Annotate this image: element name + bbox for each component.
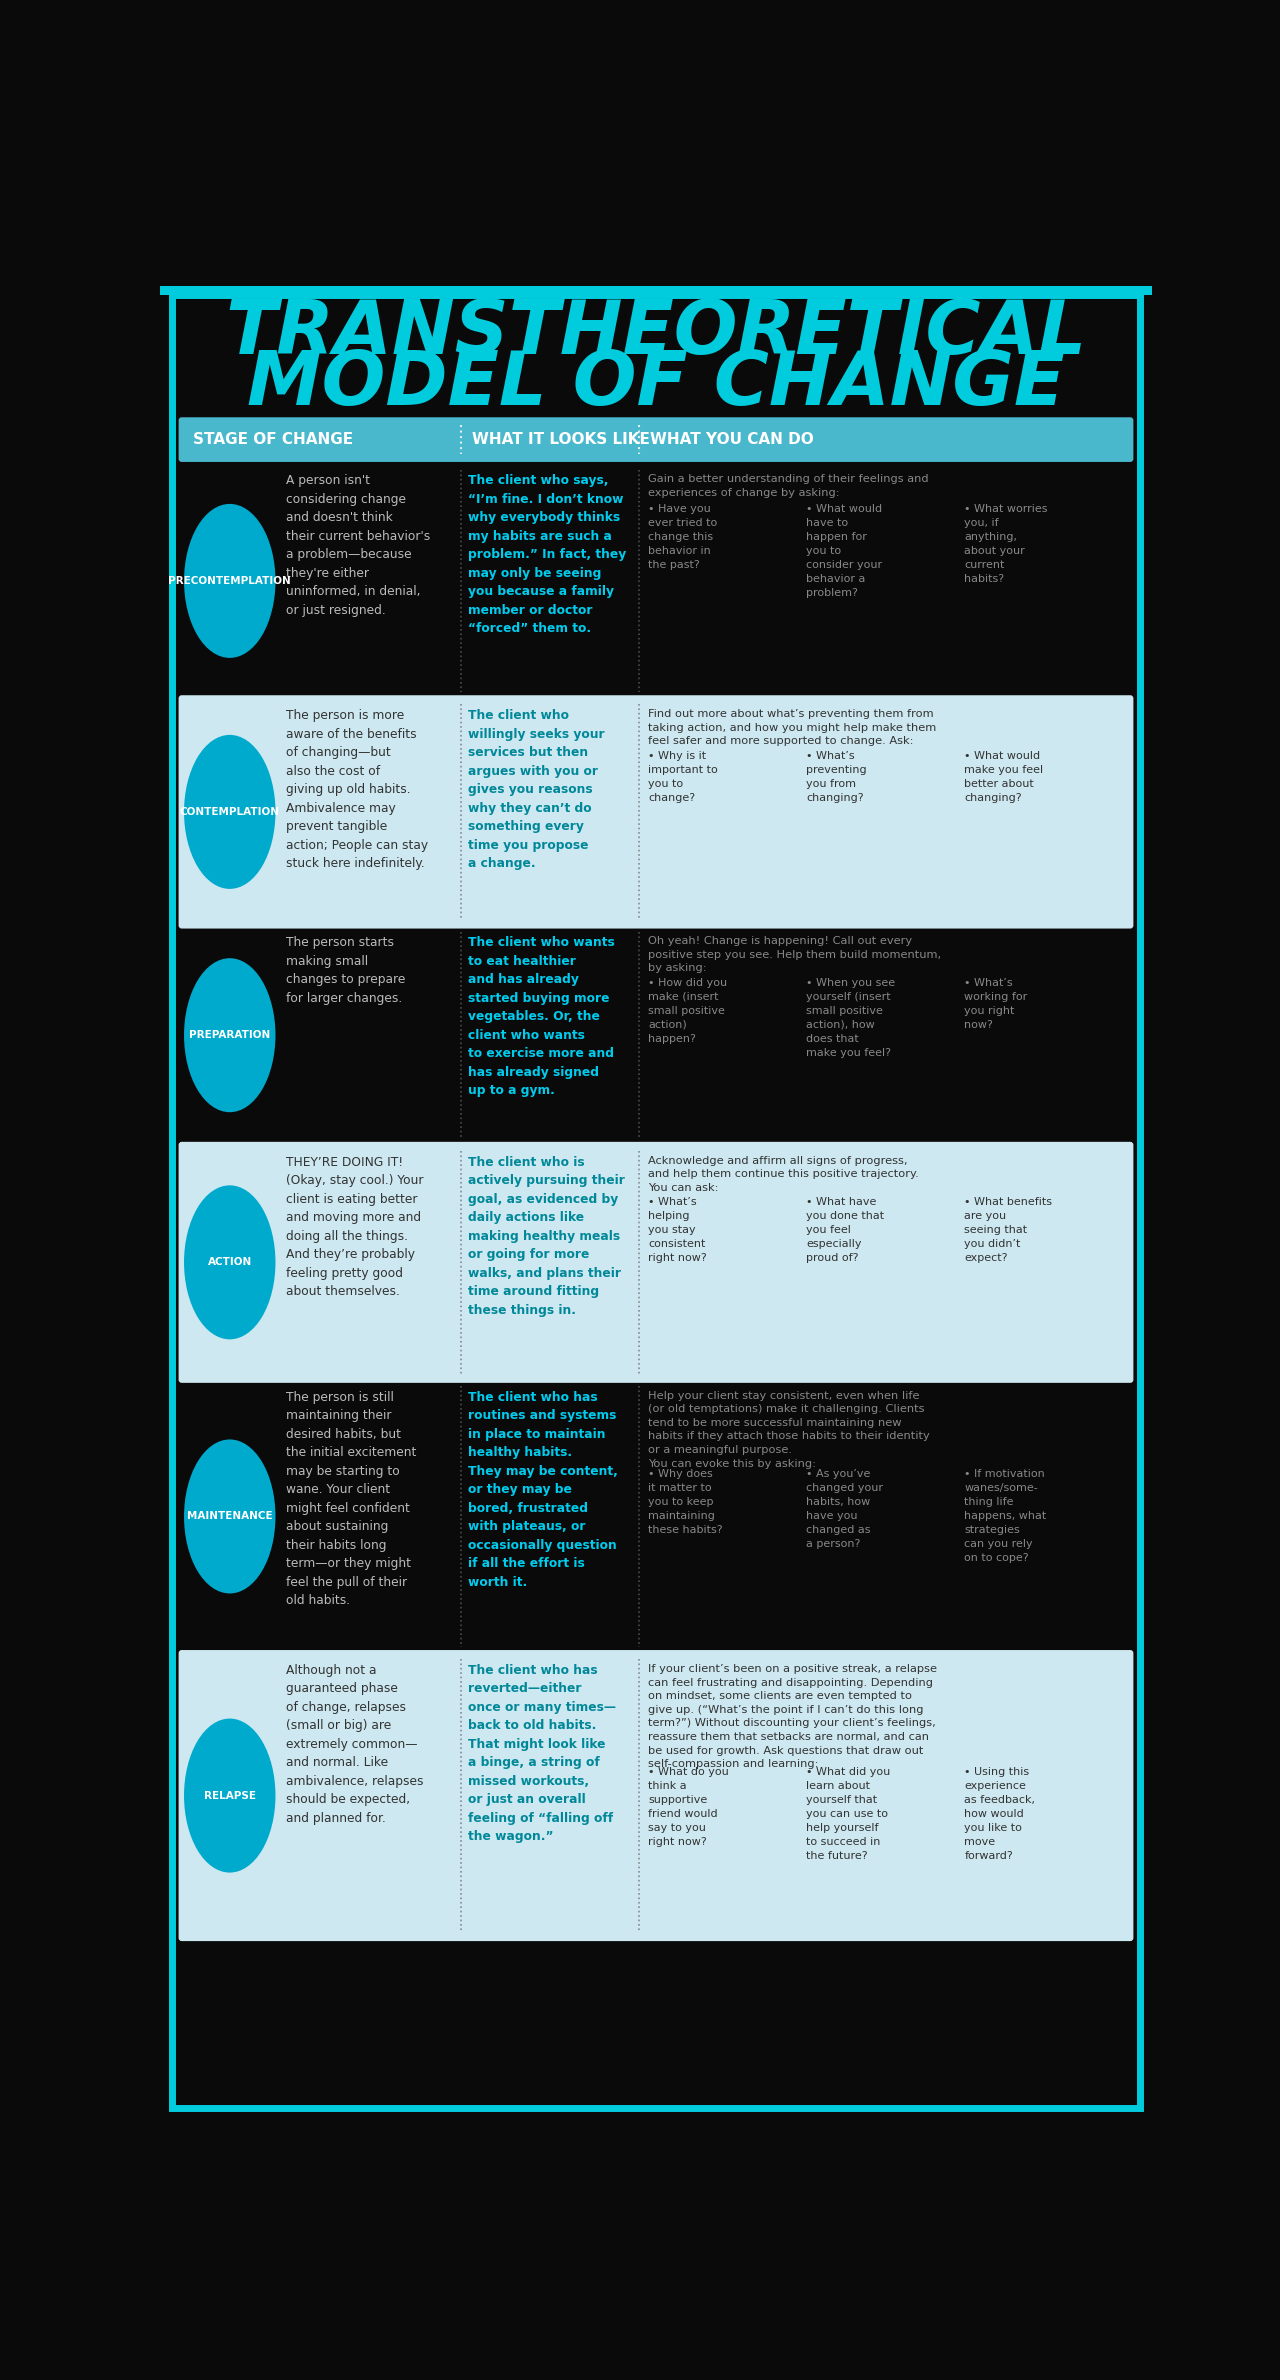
Text: • Using this
experience
as feedback,
how would
you like to
move
forward?: • Using this experience as feedback, how… (964, 1768, 1036, 1861)
Text: The client who wants
to eat healthier
and has already
started buying more
vegeta: The client who wants to eat healthier an… (468, 935, 616, 1097)
Ellipse shape (184, 1185, 275, 1340)
FancyBboxPatch shape (179, 1142, 1133, 1383)
Text: The person is more
aware of the benefits
of changing—but
also the cost of
giving: The person is more aware of the benefits… (285, 709, 428, 871)
Text: The person starts
making small
changes to prepare
for larger changes.: The person starts making small changes t… (285, 935, 404, 1004)
Text: • What would
make you feel
better about
changing?: • What would make you feel better about … (964, 750, 1043, 802)
FancyBboxPatch shape (172, 295, 1140, 2109)
Text: • What worries
you, if
anything,
about your
current
habits?: • What worries you, if anything, about y… (964, 505, 1048, 583)
Text: THEY’RE DOING IT!
(Okay, stay cool.) Your
client is eating better
and moving mor: THEY’RE DOING IT! (Okay, stay cool.) You… (285, 1157, 424, 1297)
Text: • What would
have to
happen for
you to
consider your
behavior a
problem?: • What would have to happen for you to c… (806, 505, 882, 597)
Text: • How did you
make (insert
small positive
action)
happen?: • How did you make (insert small positiv… (648, 978, 727, 1045)
Text: PRECONTEMPLATION: PRECONTEMPLATION (169, 576, 291, 585)
Text: TRANSTHEORETICAL: TRANSTHEORETICAL (225, 298, 1087, 369)
Text: • If motivation
wanes/some-
thing life
happens, what
strategies
can you rely
on : • If motivation wanes/some- thing life h… (964, 1468, 1047, 1564)
Text: WHAT IT LOOKS LIKE: WHAT IT LOOKS LIKE (471, 433, 649, 447)
Text: • Why is it
important to
you to
change?: • Why is it important to you to change? (648, 750, 718, 802)
Text: Although not a
guaranteed phase
of change, relapses
(small or big) are
extremely: Although not a guaranteed phase of chang… (285, 1664, 424, 1825)
Text: • As you’ve
changed your
habits, how
have you
changed as
a person?: • As you’ve changed your habits, how hav… (806, 1468, 883, 1549)
Text: MAINTENANCE: MAINTENANCE (187, 1511, 273, 1521)
FancyBboxPatch shape (179, 695, 1133, 928)
FancyBboxPatch shape (179, 416, 1133, 462)
Text: • What do you
think a
supportive
friend would
say to you
right now?: • What do you think a supportive friend … (648, 1768, 730, 1847)
Text: • Why does
it matter to
you to keep
maintaining
these habits?: • Why does it matter to you to keep main… (648, 1468, 723, 1535)
Text: • What’s
working for
you right
now?: • What’s working for you right now? (964, 978, 1028, 1031)
Text: MODEL OF CHANGE: MODEL OF CHANGE (247, 347, 1065, 421)
Text: Gain a better understanding of their feelings and
experiences of change by askin: Gain a better understanding of their fee… (648, 474, 929, 497)
Text: • What benefits
are you
seeing that
you didn’t
expect?: • What benefits are you seeing that you … (964, 1197, 1052, 1264)
Text: The client who has
routines and systems
in place to maintain
healthy habits.
The: The client who has routines and systems … (468, 1390, 618, 1587)
Ellipse shape (184, 959, 275, 1111)
FancyBboxPatch shape (179, 1649, 1133, 1942)
Text: Acknowledge and affirm all signs of progress,
and help them continue this positi: Acknowledge and affirm all signs of prog… (648, 1157, 919, 1192)
Text: Oh yeah! Change is happening! Call out every
positive step you see. Help them bu: Oh yeah! Change is happening! Call out e… (648, 935, 941, 973)
FancyBboxPatch shape (160, 286, 1152, 295)
Text: If your client’s been on a positive streak, a relapse
can feel frustrating and d: If your client’s been on a positive stre… (648, 1664, 937, 1768)
Ellipse shape (184, 1440, 275, 1595)
Text: The client who has
reverted—either
once or many times—
back to old habits.
That : The client who has reverted—either once … (468, 1664, 617, 1844)
Ellipse shape (184, 505, 275, 657)
Text: WHAT YOU CAN DO: WHAT YOU CAN DO (650, 433, 814, 447)
Text: PREPARATION: PREPARATION (189, 1031, 270, 1040)
Text: STAGE OF CHANGE: STAGE OF CHANGE (192, 433, 353, 447)
Ellipse shape (184, 1718, 275, 1873)
Text: • What did you
learn about
yourself that
you can use to
help yourself
to succeed: • What did you learn about yourself that… (806, 1768, 891, 1861)
Text: A person isn't
considering change
and doesn't think
their current behavior's
a p: A person isn't considering change and do… (285, 474, 430, 616)
Text: The client who says,
“I’m fine. I don’t know
why everybody thinks
my habits are : The client who says, “I’m fine. I don’t … (468, 474, 627, 635)
Text: The client who
willingly seeks your
services but then
argues with you or
gives y: The client who willingly seeks your serv… (468, 709, 605, 871)
Text: CONTEMPLATION: CONTEMPLATION (179, 807, 280, 816)
Text: RELAPSE: RELAPSE (204, 1790, 256, 1802)
Text: Help your client stay consistent, even when life
(or old temptations) make it ch: Help your client stay consistent, even w… (648, 1390, 931, 1468)
Ellipse shape (184, 735, 275, 888)
Text: Find out more about what’s preventing them from
taking action, and how you might: Find out more about what’s preventing th… (648, 709, 937, 747)
Text: • When you see
yourself (insert
small positive
action), how
does that
make you f: • When you see yourself (insert small po… (806, 978, 896, 1059)
Text: • Have you
ever tried to
change this
behavior in
the past?: • Have you ever tried to change this beh… (648, 505, 718, 569)
Text: The client who is
actively pursuing their
goal, as evidenced by
daily actions li: The client who is actively pursuing thei… (468, 1157, 626, 1316)
Text: ACTION: ACTION (207, 1257, 252, 1266)
Text: • What’s
helping
you stay
consistent
right now?: • What’s helping you stay consistent rig… (648, 1197, 707, 1264)
Text: The person is still
maintaining their
desired habits, but
the initial excitement: The person is still maintaining their de… (285, 1390, 416, 1606)
Text: • What have
you done that
you feel
especially
proud of?: • What have you done that you feel espec… (806, 1197, 884, 1264)
Text: • What’s
preventing
you from
changing?: • What’s preventing you from changing? (806, 750, 867, 802)
